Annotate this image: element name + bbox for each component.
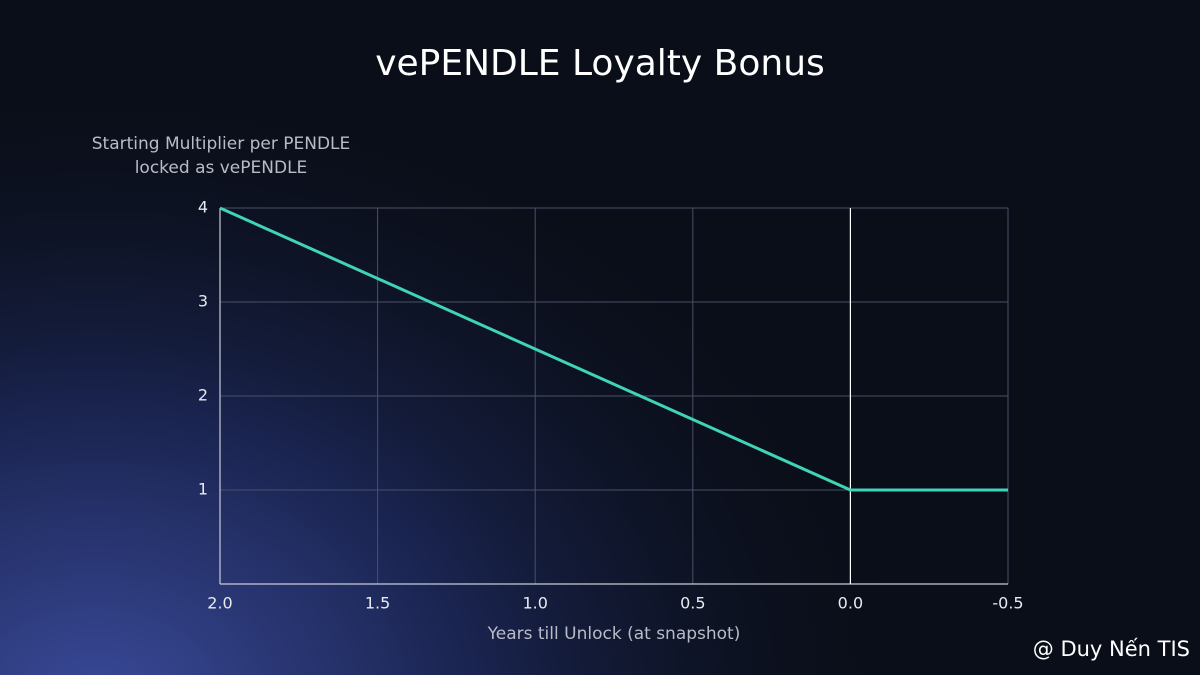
x-tick-label: -0.5 [992,594,1023,613]
x-tick-label: 2.0 [207,594,232,613]
x-tick-label: 0.0 [838,594,863,613]
x-axis-label: Years till Unlock (at snapshot) [487,624,741,644]
x-tick-label: 1.0 [522,594,547,613]
plot-area: 1 2 3 4 2.0 1.5 1.0 0.5 0.0 -0.5 [198,198,1024,613]
data-line [219,206,1008,492]
y-tick-label: 1 [198,480,208,499]
y-tick-label: 3 [198,292,208,311]
y-axis-label: locked as vePENDLE [135,158,308,178]
y-tick-label: 2 [198,386,208,405]
x-tick-label: 0.5 [680,594,705,613]
x-tick-label: 1.5 [365,594,390,613]
chart-title: vePENDLE Loyalty Bonus [375,43,825,84]
y-axis-label: Starting Multiplier per PENDLE [92,134,351,154]
watermark: @ Duy Nến TIS [1033,637,1190,661]
y-tick-label: 4 [198,198,208,217]
